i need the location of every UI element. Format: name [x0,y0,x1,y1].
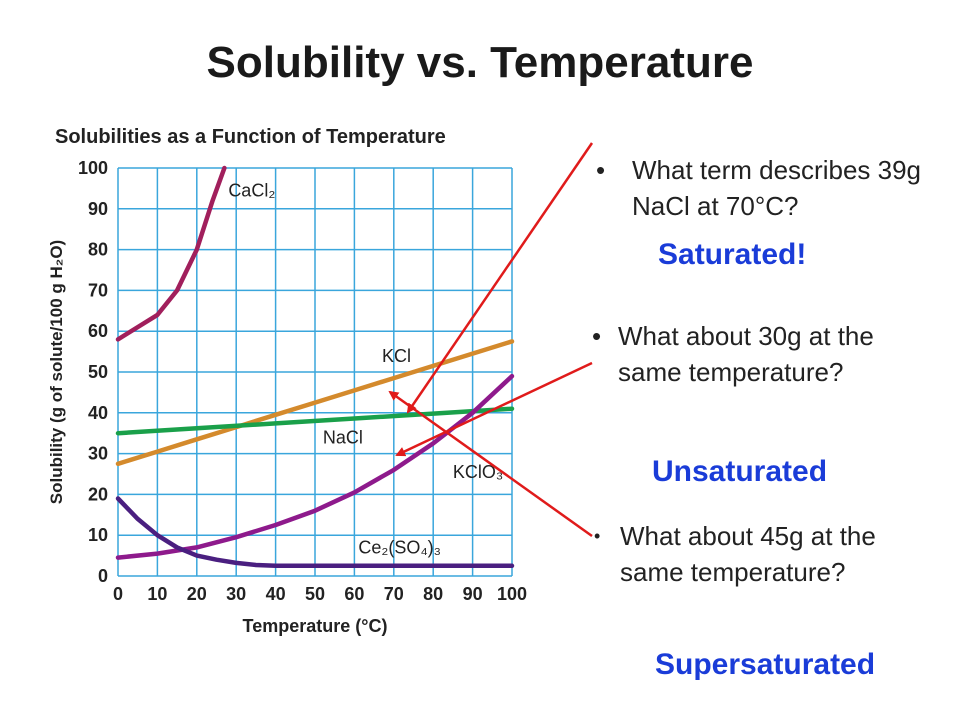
grid [117,167,513,577]
question-1: • What term describes 39g NaCl at 70°C? [596,152,952,224]
y-tick-label: 0 [98,566,108,586]
answer-2: Unsaturated [652,455,828,488]
x-tick-label: 40 [266,584,286,604]
x-tick-label: 50 [305,584,325,604]
y-axis-label: Solubility (g of solute/100 g H₂O) [47,240,66,504]
series-line [115,406,515,436]
bullet-dot: • [592,321,602,351]
x-tick-label: 90 [463,584,483,604]
pointer-arrow [388,390,593,538]
y-tick-label: 20 [88,484,108,504]
answer-1: Saturated! [658,238,807,271]
question-2: • What about 30g at the same temperature… [592,318,918,390]
y-tick-label: 80 [88,240,108,260]
question-2-text: What about 30g at the same temperature? [618,321,874,387]
y-tick-label: 40 [88,403,108,423]
x-axis-label: Temperature (°C) [243,616,388,636]
x-tick-label: 100 [497,584,527,604]
bullet-dot: • [594,526,601,546]
pointer-arrow [395,361,593,457]
series-label: CaCl₂ [228,181,275,201]
x-tick-label: 80 [423,584,443,604]
series-line [115,496,515,569]
x-tick-label: 10 [147,584,167,604]
y-tick-label: 100 [78,158,108,178]
series-label: Ce₂(SO₄)₃ [358,538,441,558]
pointer-arrow [406,142,594,414]
question-3-text: What about 45g at the same temperature? [620,521,876,587]
x-tick-label: 20 [187,584,207,604]
axes: 0 10 20 30 40 50 60 70 80 90 100 0 10 20 30 40 50 60 70 80 9… [47,158,527,636]
series-label: NaCl [323,427,363,447]
series-label: KCl [382,346,411,366]
series-line [115,165,227,342]
y-tick-label: 50 [88,362,108,382]
y-tick-label: 30 [88,444,108,464]
x-tick-label: 0 [113,584,123,604]
question-1-text: What term describes 39g NaCl at 70°C? [632,155,922,221]
x-tick-label: 60 [344,584,364,604]
y-tick-label: 10 [88,525,108,545]
series-labels: CaCl₂ KCl NaCl KClO₃ Ce₂(SO₄)₃ [228,181,503,558]
question-3: • What about 45g at the same temperature… [594,518,920,590]
y-tick-label: 70 [88,280,108,300]
chart-title: Solubilities as a Function of Temperatur… [55,126,446,148]
x-tick-label: 30 [226,584,246,604]
slide-title: Solubility vs. Temperature [206,38,754,87]
series-line [115,339,515,467]
bullet-dot: • [596,155,606,185]
pointer-arrows [388,142,594,538]
y-tick-label: 90 [88,199,108,219]
answer-3: Supersaturated [655,648,876,681]
y-tick-label: 60 [88,321,108,341]
x-tick-label: 70 [384,584,404,604]
series-label: KClO₃ [453,462,503,482]
